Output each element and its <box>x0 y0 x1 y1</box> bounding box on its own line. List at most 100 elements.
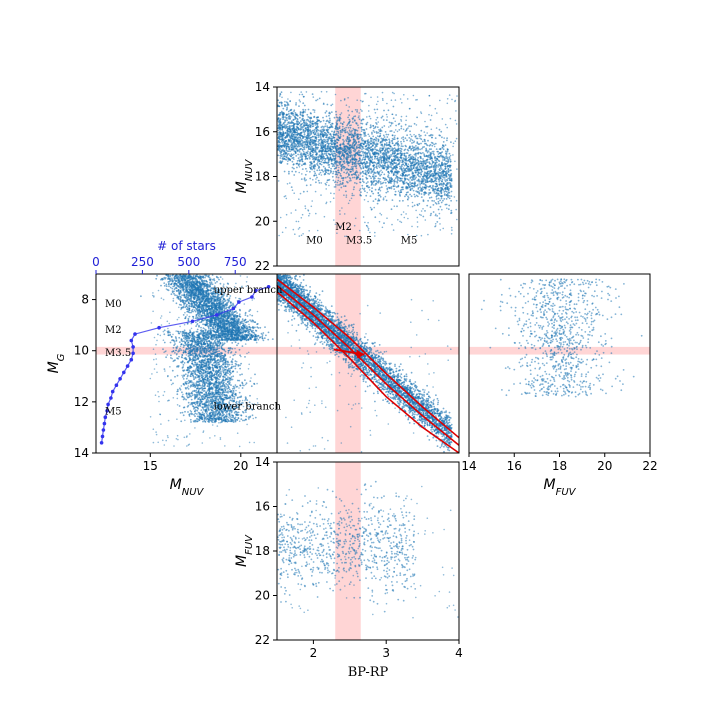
scatter-point <box>286 102 289 104</box>
scatter-point <box>349 155 351 157</box>
scatter-point <box>337 169 339 172</box>
scatter-point <box>442 159 444 161</box>
scatter-point <box>315 156 318 159</box>
scatter-point <box>407 174 409 177</box>
scatter-point <box>399 174 402 177</box>
scatter-point <box>370 142 372 145</box>
scatter-point <box>405 115 408 118</box>
scatter-point <box>445 190 448 193</box>
scatter-point <box>308 121 311 123</box>
scatter-point <box>378 166 381 169</box>
scatter-point <box>288 172 290 175</box>
scatter-point <box>350 124 352 126</box>
scatter-point <box>383 158 386 161</box>
scatter-point <box>422 183 425 185</box>
scatter-point <box>326 154 329 157</box>
scatter-point <box>426 132 429 134</box>
scatter-point <box>309 119 312 121</box>
scatter-point <box>316 134 318 137</box>
scatter-point <box>323 140 326 143</box>
scatter-point <box>317 132 319 135</box>
scatter-point <box>289 117 291 120</box>
scatter-point <box>338 189 341 191</box>
scatter-point <box>435 157 438 160</box>
scatter-point <box>329 159 332 161</box>
scatter-point <box>312 125 315 127</box>
scatter-point <box>382 181 385 184</box>
scatter-point <box>420 129 423 132</box>
scatter-point <box>371 148 374 151</box>
scatter-point <box>347 164 350 167</box>
scatter-point <box>427 199 429 202</box>
scatter-point <box>308 157 311 160</box>
scatter-point <box>358 137 361 139</box>
scatter-point <box>407 199 409 201</box>
scatter-point <box>450 174 452 177</box>
scatter-point <box>285 116 288 119</box>
scatter-point <box>329 137 332 140</box>
scatter-point <box>289 154 291 157</box>
scatter-point <box>353 186 355 189</box>
scatter-point <box>421 170 424 173</box>
scatter-point <box>408 147 410 150</box>
scatter-point <box>447 158 450 161</box>
scatter-point <box>365 173 368 176</box>
scatter-point <box>366 226 369 228</box>
scatter-point <box>413 193 416 196</box>
scatter-point <box>448 197 451 200</box>
scatter-point <box>360 126 363 129</box>
scatter-point <box>339 148 342 151</box>
scatter-point <box>301 158 303 160</box>
scatter-point <box>289 130 292 132</box>
scatter-point <box>339 113 342 116</box>
scatter-point <box>443 137 446 139</box>
scatter-point <box>314 158 317 161</box>
scatter-point <box>339 172 342 175</box>
scatter-point <box>343 171 345 174</box>
scatter-point <box>352 188 355 191</box>
scatter-point <box>380 169 382 172</box>
scatter-point <box>282 112 284 115</box>
scatter-point <box>435 127 438 129</box>
scatter-point <box>282 107 285 110</box>
scatter-point <box>304 111 306 113</box>
scatter-point <box>446 139 448 142</box>
scatter-point <box>279 93 282 96</box>
scatter-point <box>353 224 356 227</box>
scatter-point <box>454 119 457 122</box>
scatter-point <box>417 153 420 155</box>
scatter-point <box>427 181 429 183</box>
scatter-point <box>424 184 427 187</box>
scatter-point <box>426 159 429 161</box>
scatter-point <box>286 106 288 109</box>
scatter-point <box>333 219 335 221</box>
scatter-point <box>379 151 382 154</box>
scatter-point <box>355 129 358 131</box>
scatter-point <box>295 220 298 223</box>
scatter-point <box>331 148 334 151</box>
scatter-point <box>430 114 433 117</box>
scatter-point <box>446 172 449 175</box>
scatter-point <box>353 115 355 118</box>
scatter-point <box>386 217 388 219</box>
scatter-point <box>371 131 373 134</box>
scatter-point <box>303 104 306 107</box>
scatter-point <box>301 131 303 133</box>
scatter-point <box>379 170 381 173</box>
scatter-point <box>402 167 405 170</box>
scatter-point <box>304 179 306 182</box>
scatter-point <box>318 150 320 153</box>
scatter-point <box>317 179 320 182</box>
scatter-point <box>446 98 449 100</box>
scatter-point <box>401 152 404 155</box>
scatter-point <box>411 187 414 190</box>
scatter-point <box>382 134 385 137</box>
scatter-point <box>377 192 380 194</box>
scatter-point <box>391 167 393 169</box>
scatter-point <box>369 195 372 198</box>
scatter-point <box>423 162 426 164</box>
scatter-point <box>377 172 379 175</box>
scatter-point <box>319 129 322 132</box>
scatter-point <box>371 158 374 161</box>
scatter-point <box>368 135 371 137</box>
